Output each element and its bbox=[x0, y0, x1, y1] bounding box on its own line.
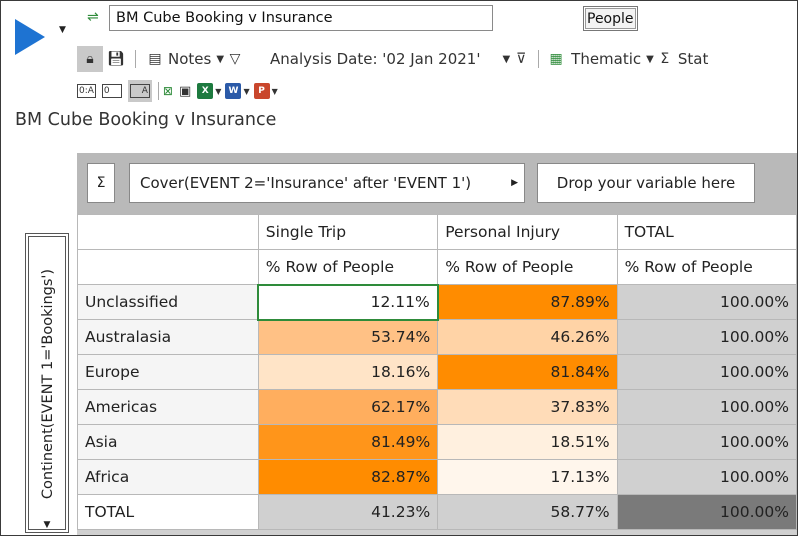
table-row: Americas 62.17% 37.83% 100.00% bbox=[77, 389, 797, 425]
chevron-down-icon[interactable]: ▼ bbox=[43, 520, 51, 530]
column-variable-label: Cover(EVENT 2='Insurance' after 'EVENT 1… bbox=[140, 174, 472, 192]
statistics-button[interactable]: Stat bbox=[677, 50, 709, 68]
run-dropdown-arrow-icon[interactable]: ▼ bbox=[59, 25, 66, 35]
page-title: BM Cube Booking v Insurance bbox=[15, 110, 277, 130]
table-row: Asia 81.49% 18.51% 100.00% bbox=[77, 424, 797, 460]
row-label[interactable]: Europe bbox=[77, 354, 259, 390]
zero-a-icon[interactable]: 0:A bbox=[77, 84, 96, 98]
drop-variable-target[interactable]: Drop your variable here bbox=[537, 163, 755, 203]
corner-cell bbox=[77, 249, 259, 285]
column-header[interactable]: TOTAL bbox=[616, 214, 797, 250]
data-cell[interactable]: 100.00% bbox=[616, 354, 797, 390]
row-label[interactable]: Africa bbox=[77, 459, 259, 495]
table-row: Europe 18.16% 81.84% 100.00% bbox=[77, 354, 797, 390]
column-header-row: Single Trip Personal Injury TOTAL bbox=[77, 214, 797, 250]
data-cell[interactable]: 58.77% bbox=[437, 494, 618, 530]
lock-icon[interactable]: 🔒︎ bbox=[77, 46, 103, 72]
thematic-grid-icon[interactable]: ▦ bbox=[549, 51, 563, 67]
row-label[interactable]: Unclassified bbox=[77, 284, 259, 320]
thematic-dropdown-arrow-icon[interactable]: ▼ bbox=[646, 53, 654, 65]
table-row: Africa 82.87% 17.13% 100.00% bbox=[77, 459, 797, 495]
filter-options-icon[interactable]: ⊽ bbox=[516, 51, 527, 67]
data-cell[interactable]: 46.26% bbox=[437, 319, 618, 355]
row-variable-label: Continent(EVENT 1='Bookings') bbox=[40, 268, 56, 500]
table-row: Australasia 53.74% 46.26% 100.00% bbox=[77, 319, 797, 355]
excel-icon[interactable]: X bbox=[197, 82, 214, 100]
powerpoint-icon[interactable]: P bbox=[253, 82, 270, 100]
analysis-date-dropdown-arrow-icon[interactable]: ▼ bbox=[502, 53, 511, 65]
zero-icon[interactable]: 0 bbox=[101, 82, 122, 100]
table-name-input[interactable] bbox=[109, 5, 493, 31]
word-dropdown-arrow-icon[interactable]: ▼ bbox=[243, 86, 250, 96]
analysis-date-button[interactable]: Analysis Date: '02 Jan 2021' bbox=[270, 50, 481, 68]
data-cell[interactable]: 100.00% bbox=[616, 494, 797, 530]
data-cell[interactable]: 17.13% bbox=[437, 459, 618, 495]
data-cell[interactable]: 100.00% bbox=[616, 284, 797, 320]
word-icon[interactable]: W bbox=[225, 82, 242, 100]
thematic-button[interactable]: Thematic bbox=[571, 50, 642, 68]
chevron-right-icon[interactable]: ▶ bbox=[511, 178, 518, 188]
toolbar-separator bbox=[157, 82, 159, 100]
main-toolbar-row: 🔒︎ 💾︎ ▤ Notes ▼ ▽ Analysis Date: '02 Jan… bbox=[77, 45, 708, 73]
save-icon[interactable]: 💾︎ bbox=[107, 51, 125, 67]
data-cell[interactable]: 81.84% bbox=[437, 354, 618, 390]
data-cell[interactable]: 100.00% bbox=[616, 389, 797, 425]
a-icon[interactable]: A bbox=[127, 80, 152, 102]
toolbar-separator bbox=[538, 50, 540, 68]
data-cell[interactable]: 53.74% bbox=[257, 319, 439, 355]
excel-dropdown-arrow-icon[interactable]: ▼ bbox=[215, 86, 222, 96]
green-cube-icon: ⇌ bbox=[87, 9, 99, 25]
row-label[interactable]: Australasia bbox=[77, 319, 259, 355]
crosstab-table: Single Trip Personal Injury TOTAL % Row … bbox=[77, 214, 797, 530]
row-label[interactable]: TOTAL bbox=[77, 494, 259, 530]
data-cell[interactable]: 87.89% bbox=[437, 284, 618, 320]
column-variable-chip[interactable]: Cover(EVENT 2='Insurance' after 'EVENT 1… bbox=[129, 163, 525, 203]
sigma-button[interactable]: Σ bbox=[87, 163, 115, 203]
notes-button[interactable]: Notes bbox=[168, 50, 212, 68]
row-label[interactable]: Asia bbox=[77, 424, 259, 460]
data-cell[interactable]: 12.11% bbox=[257, 283, 439, 321]
clear-x-icon[interactable]: ⊠ bbox=[162, 84, 173, 98]
base-people-button[interactable]: People bbox=[583, 6, 638, 31]
stat-header: % Row of People bbox=[437, 249, 618, 285]
corner-cell bbox=[77, 214, 259, 250]
filter-icon[interactable]: ▽ bbox=[229, 51, 241, 67]
data-cell[interactable]: 100.00% bbox=[616, 424, 797, 460]
data-cell[interactable]: 82.87% bbox=[257, 459, 439, 495]
data-cell[interactable]: 100.00% bbox=[616, 319, 797, 355]
stat-header-row: % Row of People % Row of People % Row of… bbox=[77, 249, 797, 285]
data-cell[interactable]: 62.17% bbox=[257, 389, 439, 425]
stat-header: % Row of People bbox=[257, 249, 439, 285]
data-cell[interactable]: 41.23% bbox=[257, 494, 439, 530]
toolbar-separator bbox=[135, 50, 136, 68]
data-cell[interactable]: 100.00% bbox=[616, 459, 797, 495]
table-row: Unclassified 12.11% 87.89% 100.00% bbox=[77, 283, 797, 321]
data-cell[interactable]: 81.49% bbox=[257, 424, 439, 460]
stat-header: % Row of People bbox=[616, 249, 797, 285]
data-cell[interactable]: 18.16% bbox=[257, 354, 439, 390]
secondary-toolbar-row: 0:A 0 A ⊠ ▣ X ▼ W ▼ P ▼ bbox=[77, 79, 278, 103]
powerpoint-dropdown-arrow-icon[interactable]: ▼ bbox=[271, 86, 278, 96]
notes-dropdown-arrow-icon[interactable]: ▼ bbox=[216, 53, 225, 65]
row-label[interactable]: Americas bbox=[77, 389, 259, 425]
total-row: TOTAL 41.23% 58.77% 100.00% bbox=[77, 494, 797, 530]
run-icon[interactable] bbox=[15, 19, 45, 55]
data-cell[interactable]: 37.83% bbox=[437, 389, 618, 425]
column-header[interactable]: Personal Injury bbox=[437, 214, 618, 250]
row-variable-chip[interactable]: Continent(EVENT 1='Bookings') ▼ bbox=[25, 233, 69, 533]
notes-icon[interactable]: ▤ bbox=[148, 51, 162, 67]
sigma-icon[interactable]: Σ bbox=[660, 51, 670, 67]
table-icon[interactable]: ▣ bbox=[178, 83, 192, 99]
data-cell[interactable]: 18.51% bbox=[437, 424, 618, 460]
column-header[interactable]: Single Trip bbox=[257, 214, 439, 250]
